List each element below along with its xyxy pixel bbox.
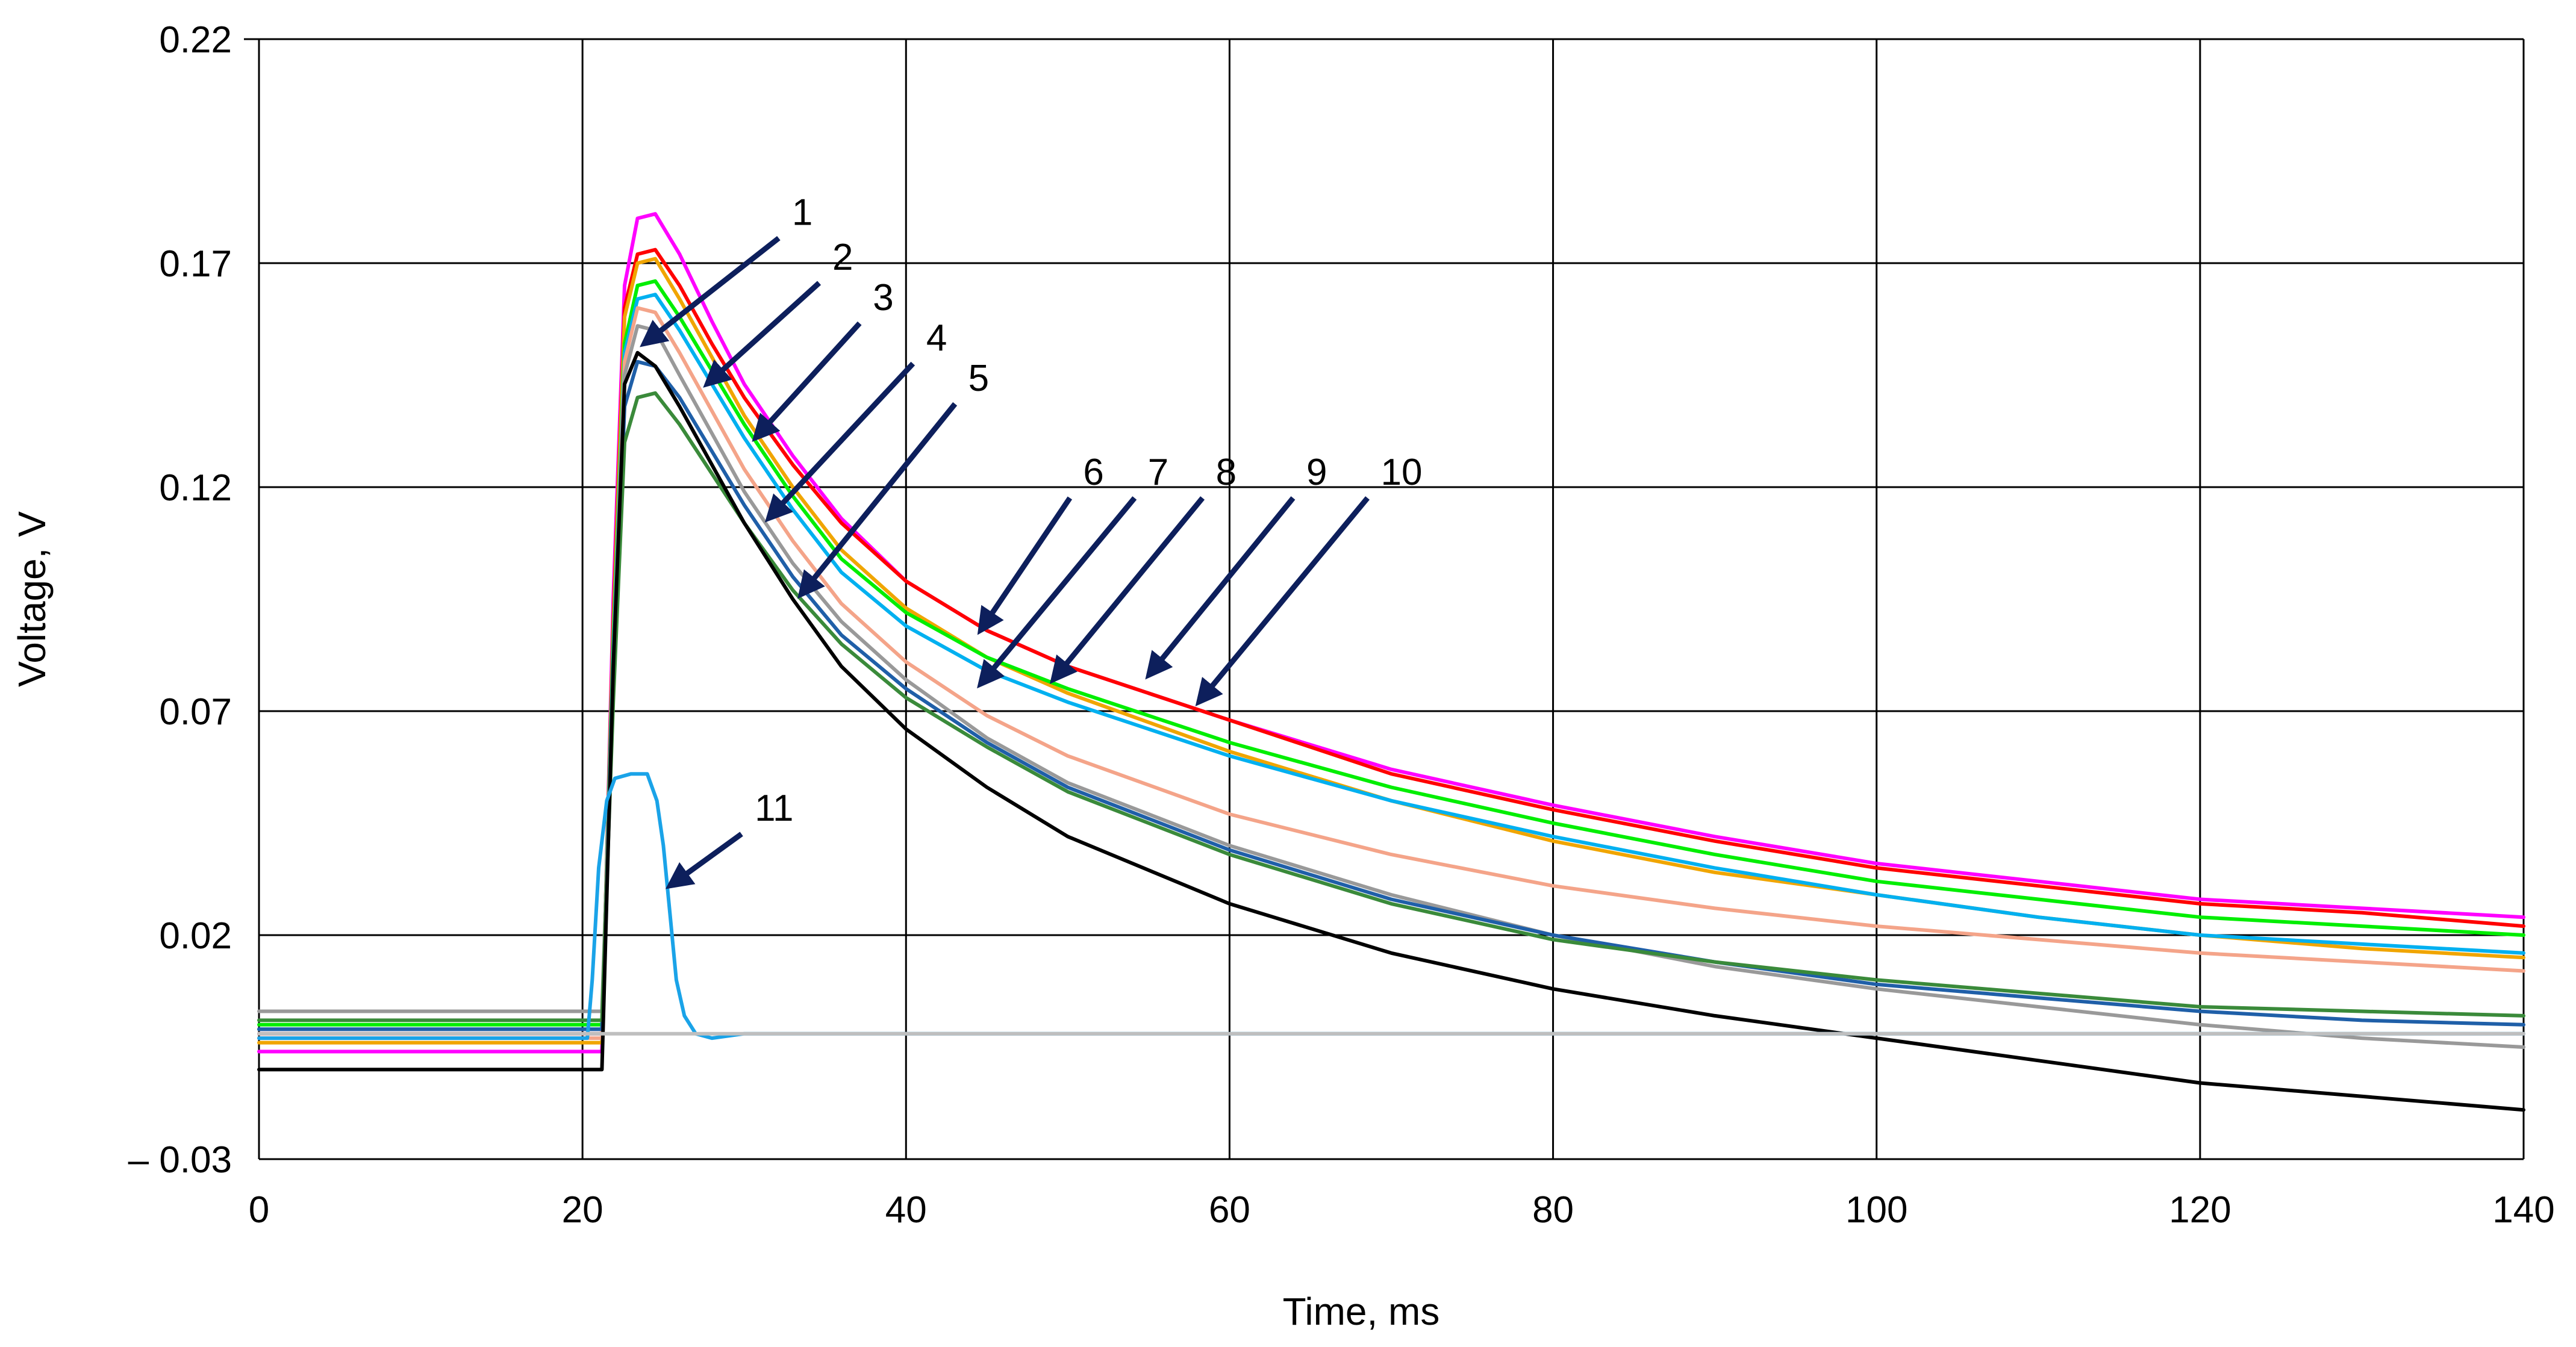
annotation-label: 7 xyxy=(1148,452,1168,493)
annotation-label: 2 xyxy=(832,237,853,278)
y-tick-label: 0.07 xyxy=(159,691,232,733)
x-tick-label: 60 xyxy=(1209,1189,1250,1231)
y-tick-label: – 0.03 xyxy=(128,1139,232,1181)
annotation-label: 10 xyxy=(1381,452,1423,493)
series-group xyxy=(257,212,2525,1112)
series-magenta xyxy=(257,212,2525,1054)
annotation-label: 3 xyxy=(873,277,893,319)
annotation-label: 9 xyxy=(1306,452,1327,493)
series-dark-blue xyxy=(257,359,2525,1031)
series-salmon xyxy=(257,306,2525,1041)
series-cyan xyxy=(257,293,2525,1031)
annotation-arrow xyxy=(977,496,1073,635)
annotation-arrow xyxy=(1049,496,1205,684)
annotation-arrow xyxy=(1145,496,1296,680)
axis-ticks: 0 20 40 60 80 100 120 140 – 0.03 0.02 0.07 0.12 0.17… xyxy=(128,19,2555,1231)
y-tick-label: 0.12 xyxy=(159,467,232,509)
grid xyxy=(244,38,2525,1160)
annotation-arrow xyxy=(1195,496,1370,707)
annotation-label: 6 xyxy=(1083,452,1103,493)
annotation-label: 4 xyxy=(926,317,947,359)
x-tick-label: 120 xyxy=(2169,1189,2231,1231)
x-tick-label: 100 xyxy=(1845,1189,1907,1231)
annotation-label: 8 xyxy=(1216,452,1237,493)
series-light-blue xyxy=(257,772,2525,1041)
annotation-arrow xyxy=(665,832,743,889)
annotation-label: 1 xyxy=(792,191,812,233)
annotation-arrow xyxy=(640,235,781,347)
y-tick-label: 0.02 xyxy=(159,915,232,957)
x-tick-label: 20 xyxy=(562,1189,603,1231)
series-dark-green xyxy=(257,391,2525,1022)
series-black xyxy=(257,350,2525,1112)
x-tick-label: 140 xyxy=(2492,1189,2554,1231)
y-tick-label: 0.17 xyxy=(159,243,232,285)
x-tick-label: 0 xyxy=(249,1189,269,1231)
annotation-arrow xyxy=(703,281,822,388)
series-orange xyxy=(257,257,2525,1045)
annotation-arrow xyxy=(797,402,958,599)
annotation-arrow xyxy=(752,321,862,442)
annotation-label: 11 xyxy=(755,788,793,829)
series-gray xyxy=(257,324,2525,1049)
annotation-arrow xyxy=(977,496,1137,689)
y-tick-label: 0.22 xyxy=(159,19,232,61)
y-axis-title: Voltage, V xyxy=(10,511,54,687)
series-green xyxy=(257,279,2525,1027)
annotation-label: 5 xyxy=(968,358,989,399)
series-red xyxy=(257,247,2525,1036)
annotation-arrow xyxy=(764,361,915,523)
x-tick-label: 40 xyxy=(885,1189,927,1231)
x-axis-title: Time, ms xyxy=(1283,1290,1440,1333)
x-tick-label: 80 xyxy=(1532,1189,1574,1231)
